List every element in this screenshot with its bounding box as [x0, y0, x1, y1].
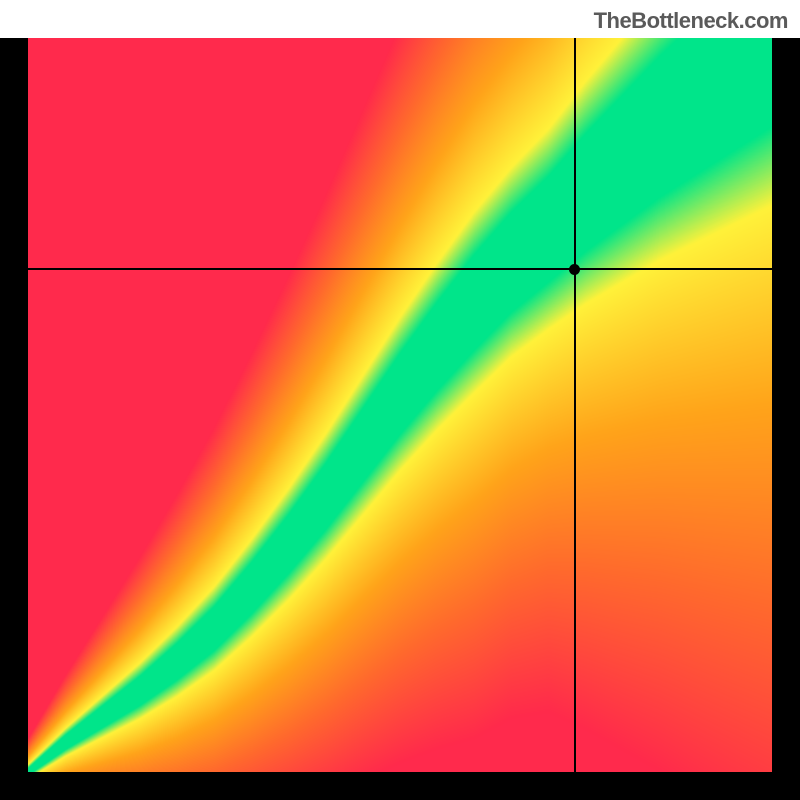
chart-container: TheBottleneck.com [0, 0, 800, 800]
heatmap-canvas [28, 38, 772, 772]
marker-dot [569, 264, 580, 275]
crosshair-horizontal [28, 268, 772, 270]
watermark-text: TheBottleneck.com [594, 8, 788, 34]
crosshair-vertical [574, 38, 576, 772]
